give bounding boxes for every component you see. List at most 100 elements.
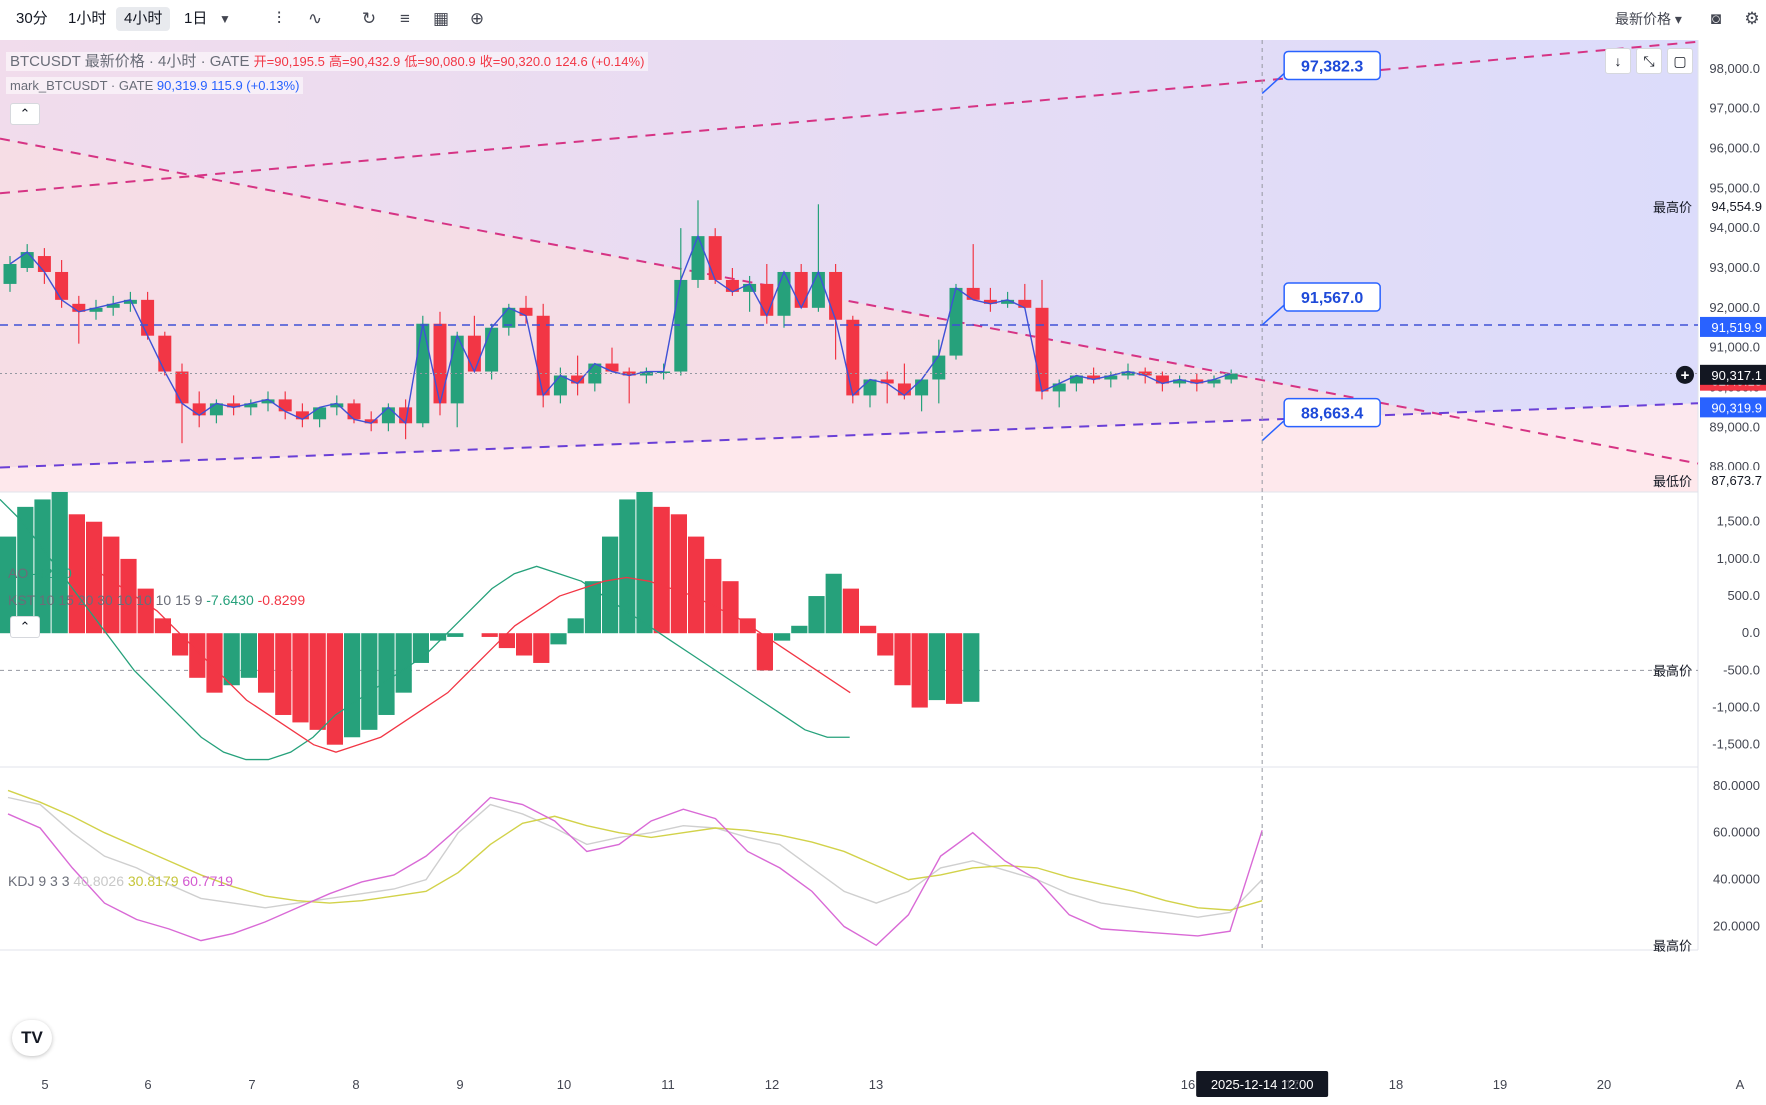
candle-body [1087, 375, 1101, 380]
ao-bar [172, 633, 189, 656]
ao-bar [17, 506, 34, 634]
candle-body [1104, 375, 1118, 380]
chart-area[interactable]: 97,382.3 91,567.0 88,663.4 98,000.0 97,000.… [0, 40, 1766, 1105]
ao-bar [103, 536, 120, 634]
legend-open: 开=90,195.5 [253, 54, 325, 69]
candle-body [399, 407, 413, 424]
legend-change: 124.6 (+0.14%) [555, 54, 645, 69]
level-label: 88,663.4 [1301, 406, 1363, 423]
arrow-down-icon[interactable]: ↓ [1605, 48, 1631, 74]
main-legend: BTCUSDT 最新价格 · 4小时 · GATE 开=90,195.5 高=9… [6, 50, 649, 71]
timeframe-1h[interactable]: 1小时 [68, 10, 107, 27]
ao-bar [774, 633, 791, 641]
ao-tick-label: 500.0 [1727, 588, 1760, 603]
ao-bar [361, 633, 378, 730]
camera-icon[interactable]: ◙ [1710, 9, 1722, 28]
candle-body [1018, 299, 1032, 308]
price-type-select[interactable]: 最新价格 ▾ [1615, 11, 1682, 27]
ao-bar [154, 618, 171, 634]
ao-bar [68, 514, 85, 634]
tradingview-logo[interactable]: TV [12, 1020, 52, 1056]
chevron-down-icon[interactable]: ▼ [219, 12, 231, 26]
maximize-icon[interactable]: ▢ [1667, 48, 1693, 74]
auto-scale-toggle: A [1736, 1077, 1745, 1092]
ao-tick-label: 0.0 [1742, 625, 1760, 640]
timeframe-1d[interactable]: 1日 [184, 10, 208, 27]
collapse-indicator-button[interactable]: ⌃ [10, 616, 40, 638]
candle-body [209, 403, 223, 416]
candle-body [72, 303, 86, 312]
refresh-icon[interactable]: ↻ [361, 9, 377, 28]
timeframe-30m[interactable]: 30分 [16, 10, 48, 27]
ao-bar [326, 633, 343, 745]
ao-bar [516, 633, 533, 656]
crosshair-time-label: 2025-12-14 12:00 [1211, 1077, 1314, 1092]
candle-body [106, 303, 120, 308]
collapse-legend-button[interactable]: ⌃ [10, 103, 40, 125]
candle-body [880, 379, 894, 384]
candles-icon[interactable]: ⫶ [276, 9, 282, 28]
price-tick-label: 92,000.0 [1709, 300, 1760, 315]
candle-body [743, 283, 757, 292]
level-callouts[interactable]: 97,382.3 91,567.0 88,663.4 [0, 50, 1698, 442]
gear-icon[interactable]: ⚙ [1744, 9, 1760, 28]
ao-bar [602, 536, 619, 634]
time-axis: 5 6 7 8 9 10 11 12 13 2025-12-14 12:00 16 17 18 19 20 A [41, 1071, 1745, 1097]
price-tick-label: 89,000.0 [1709, 419, 1760, 434]
collapse-icon[interactable]: ⤡ [1636, 48, 1662, 74]
ao-caption: 最高价 [1653, 663, 1692, 678]
ao-bar [240, 633, 257, 678]
kdj-tick-label: 40.0000 [1713, 872, 1760, 887]
candle-body [89, 307, 103, 312]
candle-body [983, 299, 997, 304]
time-tick-label: 12 [765, 1077, 779, 1092]
candle-body [1001, 299, 1015, 304]
price-tick-label: 97,000.0 [1709, 101, 1760, 116]
candle-body [1207, 379, 1221, 384]
grid-icon[interactable]: ▦ [432, 9, 450, 28]
add-alert-icon[interactable]: ⊕ [469, 9, 485, 28]
candle-body [1173, 379, 1187, 384]
ao-bar [636, 492, 653, 634]
candle-body [227, 403, 241, 408]
kst-signal-value: -0.8299 [257, 592, 306, 608]
list-icon[interactable]: ≡ [400, 9, 410, 28]
price-tick-label: 95,000.0 [1709, 180, 1760, 195]
candle-body [829, 271, 843, 320]
level-box [1283, 50, 1381, 81]
ao-bar [258, 633, 275, 693]
time-tick-label: 20 [1597, 1077, 1611, 1092]
ao-bar [447, 633, 464, 637]
ao-bar [0, 536, 17, 634]
kdj-tick-label: 60.0000 [1713, 825, 1760, 840]
time-tick-label: 6 [144, 1077, 151, 1092]
time-tick-label: 10 [557, 1077, 571, 1092]
candle-body [571, 375, 585, 384]
trendline-lower-channel [0, 402, 1699, 469]
price-tick-label: 98,000.0 [1709, 61, 1760, 76]
ao-bar [275, 633, 292, 715]
kst-params: 10 15 20 30 10 10 10 15 9 [38, 592, 203, 608]
candle-body [897, 383, 911, 396]
trendlines[interactable] [0, 40, 1699, 469]
price-tick-label: 94,000.0 [1709, 220, 1760, 235]
kst-line-kst [0, 498, 850, 761]
level-leader [1261, 72, 1285, 95]
candle-body [846, 319, 860, 396]
price-tag-label: 91,519.9 [1711, 320, 1762, 335]
trendline-descending [0, 137, 1699, 465]
candle-body [1052, 383, 1066, 392]
candle-body [1035, 307, 1049, 392]
candle-body [932, 355, 946, 380]
indicators-icon[interactable]: ∿ [307, 9, 323, 28]
timeframe-4h[interactable]: 4小时 [116, 7, 171, 31]
price-tag-bg [1700, 316, 1766, 337]
kdj-lines [7, 789, 1263, 947]
candle-body [330, 403, 344, 408]
candle-body [605, 363, 619, 372]
ao-bar [223, 633, 240, 686]
ao-bar [928, 633, 945, 701]
candle-body [519, 307, 533, 316]
price-tick-label: 91,000.0 [1709, 340, 1760, 355]
candle-body [244, 403, 258, 408]
